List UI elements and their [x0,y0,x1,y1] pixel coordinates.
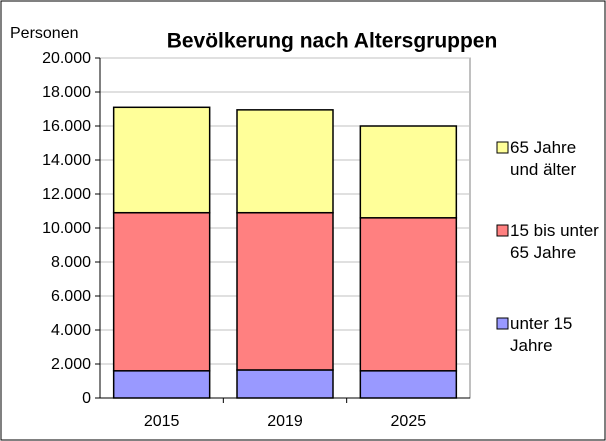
bar-segment [359,125,458,219]
y-tick-label: 12.000 [42,186,91,203]
chart-title: Bevölkerung nach Altersgruppen [167,30,498,53]
bar-segment [236,211,334,371]
y-axis-label: Personen [10,25,79,42]
bar-segment [359,217,458,372]
legend-swatch [496,141,509,154]
y-tick-label: 4.000 [51,322,91,339]
y-tick-label: 2.000 [51,356,91,373]
y-tick-label: 18.000 [42,84,91,101]
legend-swatch [496,317,509,330]
bar-segment [112,106,211,214]
bar-segment [112,370,211,399]
y-tick-label: 0 [82,390,91,407]
y-tick-label: 6.000 [51,288,91,305]
bar-segment [112,211,211,372]
y-tick-label: 8.000 [51,254,91,271]
x-tick-label: 2025 [391,413,427,430]
y-tick-label: 14.000 [42,152,91,169]
y-tick-label: 20.000 [42,50,91,67]
legend-swatch [496,224,509,237]
y-tick-label: 16.000 [42,118,91,135]
legend-label: 15 bis unter 65 Jahre [510,221,599,262]
legend-label: unter 15 Jahre [510,314,573,355]
bar-segment [236,109,334,214]
y-tick-label: 10.000 [42,220,91,237]
legend-label: 65 Jahre und älter [510,138,577,179]
x-tick-label: 2015 [144,413,180,430]
bar-segment [236,369,334,399]
bar-segment [359,370,458,399]
x-tick-label: 2019 [267,413,303,430]
